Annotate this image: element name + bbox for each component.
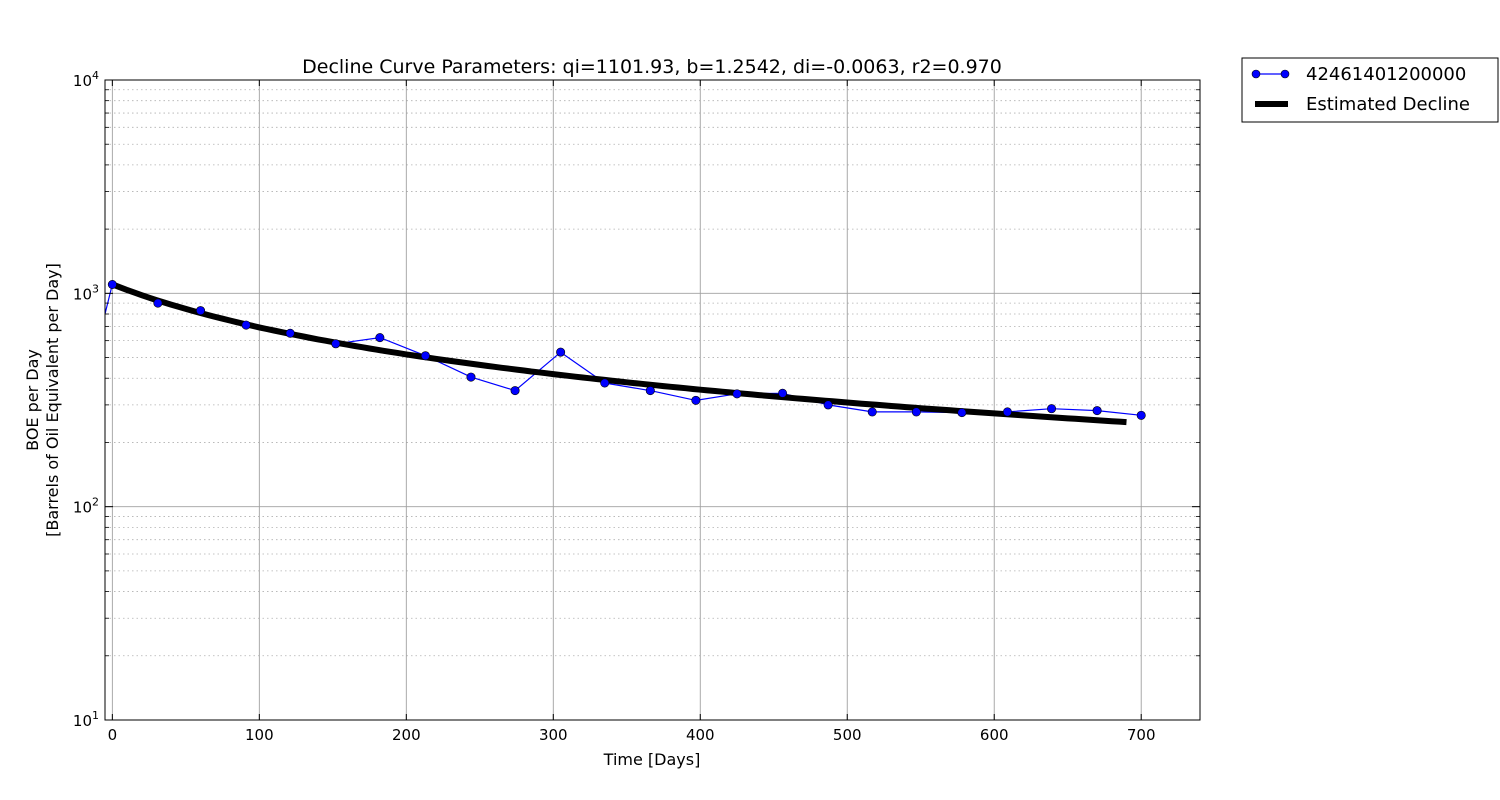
data-point [466, 372, 476, 382]
data-point [107, 280, 117, 290]
x-axis-label: Time [Days] [603, 750, 701, 769]
y-tick-label: 102 [73, 496, 99, 517]
y-axis: 101 102 103 104 [73, 69, 1200, 730]
data-point [957, 408, 967, 418]
plot-frame [104, 79, 1201, 721]
data-point [556, 347, 566, 357]
plot-area [105, 280, 1146, 426]
legend-box [1241, 57, 1499, 123]
legend-series-marker [1251, 69, 1261, 79]
data-point [1136, 410, 1146, 420]
data-point [778, 388, 788, 398]
data-point [285, 328, 295, 338]
x-axis: 0 100 200 300 400 500 600 700 [108, 80, 1156, 744]
x-tick-label: 400 [686, 726, 715, 744]
y-axis-label-line1: BOE per Day [23, 349, 42, 451]
legend-label-series: 42461401200000 [1306, 64, 1466, 85]
y-axis-label: BOE per Day [Barrels of Oil Equivalent p… [23, 263, 62, 537]
data-point [867, 407, 877, 417]
chart-title: Decline Curve Parameters: qi=1101.93, b=… [302, 56, 1002, 78]
data-point [732, 389, 742, 399]
legend-series-marker [1280, 69, 1290, 79]
y-axis-label-line2: [Barrels of Oil Equivalent per Day] [43, 263, 62, 537]
y-tick-label: 103 [73, 282, 99, 303]
data-point [911, 407, 921, 417]
data-point [600, 378, 610, 388]
data-point [1002, 407, 1012, 417]
x-tick-label: 600 [980, 726, 1009, 744]
data-point [196, 306, 206, 316]
legend-label-fit: Estimated Decline [1306, 94, 1470, 115]
series-line-estimated-decline [111, 281, 1127, 426]
data-point [1047, 404, 1057, 414]
data-point [1092, 406, 1102, 416]
y-tick-label: 101 [73, 709, 99, 730]
x-tick-label: 500 [833, 726, 862, 744]
data-point [241, 320, 251, 330]
data-point [691, 395, 701, 405]
data-point [510, 386, 520, 396]
data-point [331, 339, 341, 349]
x-tick-label: 700 [1127, 726, 1156, 744]
legend: 42461401200000 Estimated Decline [1241, 57, 1499, 123]
x-tick-label: 300 [539, 726, 568, 744]
data-point [420, 351, 430, 361]
x-tick-label: 200 [392, 726, 421, 744]
data-point [823, 400, 833, 410]
data-point [645, 386, 655, 396]
x-tick-label: 100 [245, 726, 274, 744]
x-tick-label: 0 [108, 726, 118, 744]
data-point [153, 298, 163, 308]
y-tick-label: 104 [73, 69, 99, 90]
data-point [375, 333, 385, 343]
